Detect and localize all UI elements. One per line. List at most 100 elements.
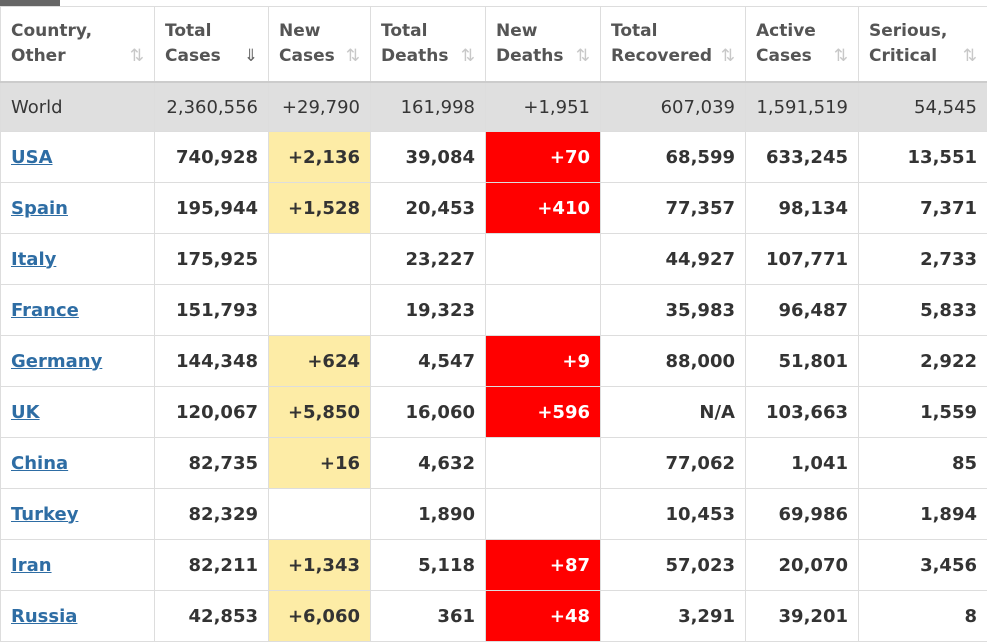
new-deaths-cell: +1,951 xyxy=(486,82,601,132)
country-cell: China xyxy=(1,438,155,489)
header-line: Total xyxy=(611,21,657,41)
new-deaths-cell: +9 xyxy=(486,336,601,387)
serious-critical-cell: 54,545 xyxy=(859,82,987,132)
header-line: Other xyxy=(11,46,66,66)
total-deaths-cell: 20,453 xyxy=(371,183,486,234)
total-deaths-cell: 23,227 xyxy=(371,234,486,285)
sort-icon[interactable]: ⇅ xyxy=(721,44,735,69)
active-cases-cell: 1,591,519 xyxy=(746,82,859,132)
active-cases-cell: 96,487 xyxy=(746,285,859,336)
total-recovered-cell: 77,062 xyxy=(601,438,746,489)
column-header-active-cases[interactable]: Active Cases ⇅ xyxy=(746,7,859,83)
sort-icon[interactable]: ⇅ xyxy=(834,44,848,69)
country-link[interactable]: Italy xyxy=(11,249,56,270)
total-cases-cell: 82,329 xyxy=(155,489,269,540)
active-cases-cell: 69,986 xyxy=(746,489,859,540)
header-line: New xyxy=(279,21,320,41)
new-cases-cell: +6,060 xyxy=(269,591,371,642)
serious-critical-cell: 5,833 xyxy=(859,285,987,336)
total-recovered-cell: N/A xyxy=(601,387,746,438)
new-deaths-cell: +87 xyxy=(486,540,601,591)
country-link[interactable]: Turkey xyxy=(11,504,78,525)
new-deaths-cell: +70 xyxy=(486,132,601,183)
country-cell: Russia xyxy=(1,591,155,642)
total-deaths-cell: 5,118 xyxy=(371,540,486,591)
world-total-row: World 2,360,556 +29,790 161,998 +1,951 6… xyxy=(1,82,987,132)
header-line: Serious, xyxy=(869,21,947,41)
column-header-serious-critical[interactable]: Serious, Critical ⇅ xyxy=(859,7,987,83)
country-cell: Spain xyxy=(1,183,155,234)
column-header-new-cases[interactable]: New Cases ⇅ xyxy=(269,7,371,83)
new-cases-cell: +5,850 xyxy=(269,387,371,438)
active-cases-cell: 107,771 xyxy=(746,234,859,285)
country-cell: Turkey xyxy=(1,489,155,540)
country-link[interactable]: UK xyxy=(11,402,40,423)
header-line: Active xyxy=(756,21,816,41)
total-recovered-cell: 10,453 xyxy=(601,489,746,540)
sort-icon[interactable]: ⇅ xyxy=(963,44,977,69)
country-cell: Italy xyxy=(1,234,155,285)
active-cases-cell: 633,245 xyxy=(746,132,859,183)
active-cases-cell: 39,201 xyxy=(746,591,859,642)
total-deaths-cell: 4,632 xyxy=(371,438,486,489)
country-link[interactable]: Spain xyxy=(11,198,68,219)
new-deaths-cell xyxy=(486,489,601,540)
serious-critical-cell: 2,733 xyxy=(859,234,987,285)
header-line: New xyxy=(496,21,537,41)
total-deaths-cell: 19,323 xyxy=(371,285,486,336)
sort-icon[interactable]: ⇅ xyxy=(346,44,360,69)
serious-critical-cell: 3,456 xyxy=(859,540,987,591)
new-cases-cell xyxy=(269,285,371,336)
new-cases-cell: +2,136 xyxy=(269,132,371,183)
header-line: Total xyxy=(165,21,211,41)
header-line: Deaths xyxy=(381,46,448,66)
country-link[interactable]: Iran xyxy=(11,555,52,576)
country-link[interactable]: Germany xyxy=(11,351,102,372)
serious-critical-cell: 7,371 xyxy=(859,183,987,234)
total-deaths-cell: 39,084 xyxy=(371,132,486,183)
sort-desc-icon[interactable]: ⇓ xyxy=(244,44,258,69)
total-deaths-cell: 361 xyxy=(371,591,486,642)
column-header-country[interactable]: Country, Other ⇅ xyxy=(1,7,155,83)
column-header-total-cases[interactable]: Total Cases ⇓ xyxy=(155,7,269,83)
country-link[interactable]: USA xyxy=(11,147,53,168)
total-cases-cell: 151,793 xyxy=(155,285,269,336)
country-link[interactable]: Russia xyxy=(11,606,77,627)
active-cases-cell: 98,134 xyxy=(746,183,859,234)
total-deaths-cell: 16,060 xyxy=(371,387,486,438)
country-link[interactable]: France xyxy=(11,300,79,321)
sort-icon[interactable]: ⇅ xyxy=(130,44,144,69)
serious-critical-cell: 2,922 xyxy=(859,336,987,387)
new-cases-cell xyxy=(269,234,371,285)
country-cell: USA xyxy=(1,132,155,183)
header-line: Cases xyxy=(279,46,335,66)
new-deaths-cell: +48 xyxy=(486,591,601,642)
country-link[interactable]: China xyxy=(11,453,68,474)
total-cases-cell: 144,348 xyxy=(155,336,269,387)
sort-icon[interactable]: ⇅ xyxy=(576,44,590,69)
total-cases-cell: 82,211 xyxy=(155,540,269,591)
total-recovered-cell: 68,599 xyxy=(601,132,746,183)
header-line: Country, xyxy=(11,21,92,41)
total-cases-cell: 42,853 xyxy=(155,591,269,642)
serious-critical-cell: 85 xyxy=(859,438,987,489)
total-deaths-cell: 161,998 xyxy=(371,82,486,132)
sort-icon[interactable]: ⇅ xyxy=(461,44,475,69)
total-cases-cell: 82,735 xyxy=(155,438,269,489)
header-line: Cases xyxy=(165,46,221,66)
header-line: Critical xyxy=(869,46,937,66)
world-label: World xyxy=(1,82,155,132)
header-line: Cases xyxy=(756,46,812,66)
